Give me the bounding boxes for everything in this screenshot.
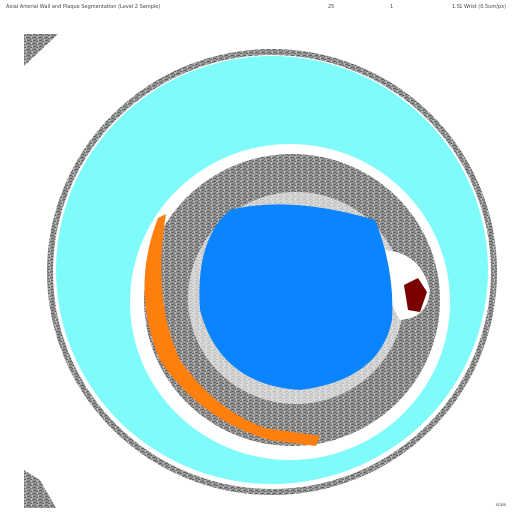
lumen: [199, 204, 393, 390]
segment: [144, 214, 320, 446]
scale-label: 1: [390, 4, 394, 10]
tissue-corner: [24, 470, 56, 508]
footer: scale: [495, 502, 506, 507]
scale-label: 25: [328, 4, 335, 10]
outer-edge: [47, 49, 497, 495]
info: 1 Wrist (0.5um/px): [459, 4, 506, 10]
scale-label: 1.5: [452, 4, 460, 10]
plaque: [404, 278, 427, 312]
tissue-corner: [24, 34, 58, 66]
title: Axial Arterial Wall and Plaque Segmentat…: [6, 4, 161, 10]
